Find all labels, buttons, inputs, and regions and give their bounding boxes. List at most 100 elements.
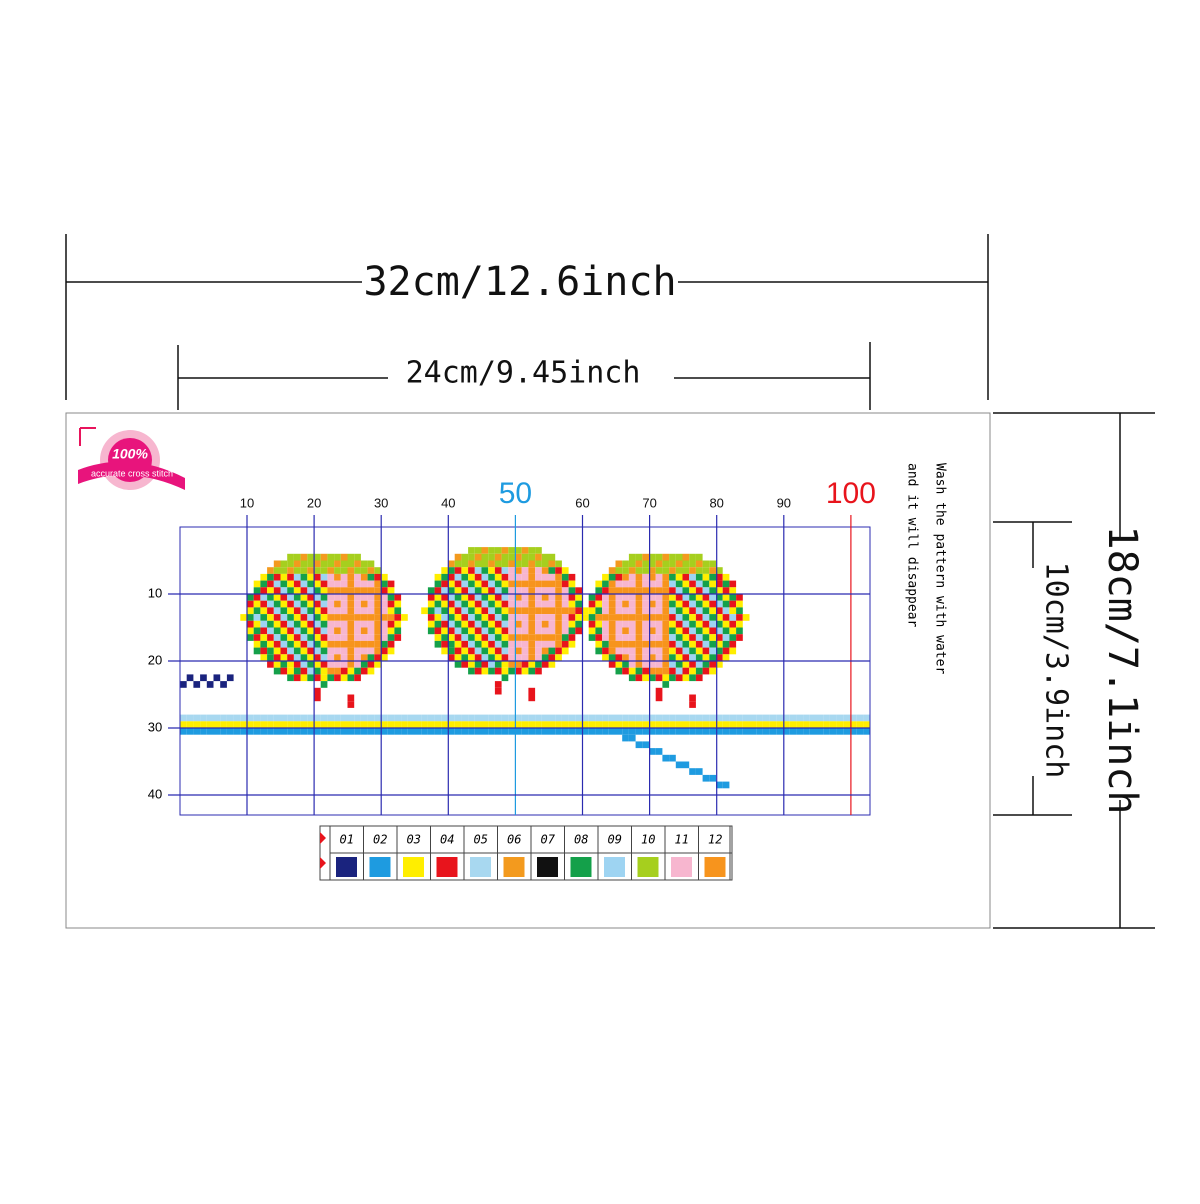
stitch xyxy=(494,560,502,568)
stitch xyxy=(722,580,730,588)
stitch xyxy=(695,587,703,594)
stitch xyxy=(548,573,556,581)
stitch xyxy=(682,661,690,668)
stitch xyxy=(488,620,495,628)
stitch xyxy=(441,573,448,581)
stitch xyxy=(340,560,348,568)
legend-swatch xyxy=(637,857,659,877)
stitch xyxy=(454,647,462,655)
stitch xyxy=(494,553,502,561)
stitch xyxy=(434,580,442,588)
stitch xyxy=(287,627,294,635)
stitch xyxy=(354,594,361,601)
stitch xyxy=(521,627,529,635)
stitch xyxy=(240,721,247,728)
stitch xyxy=(481,547,489,554)
stitch xyxy=(561,567,569,574)
stitch xyxy=(595,614,603,621)
stitch xyxy=(803,714,810,722)
stitch xyxy=(575,714,582,722)
stitch xyxy=(702,580,710,588)
stitch xyxy=(695,728,703,735)
stitch xyxy=(307,674,314,682)
stitch xyxy=(521,567,529,574)
stitch xyxy=(622,728,629,735)
stitch xyxy=(649,600,656,608)
stitch xyxy=(508,627,515,635)
stitch xyxy=(374,587,381,594)
stitch xyxy=(528,587,536,594)
grid-y-label: 10 xyxy=(148,585,162,600)
stitch xyxy=(461,600,469,608)
stitch xyxy=(521,661,529,668)
stitch xyxy=(642,721,649,728)
stitch xyxy=(494,728,502,735)
stitch xyxy=(642,654,649,661)
stitch xyxy=(454,620,462,628)
stitch xyxy=(649,580,656,588)
grid-x-label: 30 xyxy=(374,495,388,510)
stitch xyxy=(709,614,716,621)
stitch xyxy=(608,580,616,588)
stitch xyxy=(334,607,341,615)
stitch xyxy=(508,647,515,655)
stitch xyxy=(655,721,663,728)
stitch xyxy=(709,567,716,574)
stitch xyxy=(655,714,663,722)
stitch xyxy=(347,567,355,574)
stitch xyxy=(521,560,529,568)
stitch xyxy=(709,774,716,782)
stitch xyxy=(809,728,817,735)
stitch xyxy=(555,587,562,594)
stitch xyxy=(307,614,314,621)
stitch xyxy=(716,627,723,635)
stitch xyxy=(334,614,341,621)
stitch xyxy=(541,553,549,561)
stitch xyxy=(347,701,355,708)
stitch xyxy=(736,627,743,635)
stitch xyxy=(669,714,676,722)
stitch xyxy=(367,600,375,608)
stitch xyxy=(494,567,502,574)
stitch xyxy=(669,674,676,682)
stitch xyxy=(448,560,455,568)
stitch xyxy=(675,620,683,628)
stitch xyxy=(327,634,335,641)
stitch xyxy=(615,620,623,628)
stitch xyxy=(273,594,281,601)
stitch xyxy=(508,714,515,722)
stitch xyxy=(468,620,475,628)
stitch xyxy=(206,721,214,728)
stitch xyxy=(186,714,194,722)
stitch xyxy=(628,661,636,668)
stitch xyxy=(742,714,750,722)
stitch xyxy=(628,667,636,675)
stitch xyxy=(736,594,743,601)
stitch xyxy=(675,721,683,728)
stitch xyxy=(481,721,489,728)
stitch xyxy=(803,728,810,735)
stitch xyxy=(474,600,482,608)
stitch xyxy=(675,640,683,648)
stitch xyxy=(307,728,314,735)
stitch xyxy=(695,768,703,775)
stitch xyxy=(421,721,428,728)
stitch xyxy=(689,594,696,601)
stitch xyxy=(468,567,475,574)
stitch xyxy=(461,640,469,648)
stitch xyxy=(729,587,737,594)
stitch xyxy=(649,640,656,648)
stitch xyxy=(635,728,643,735)
stitch xyxy=(494,573,502,581)
stitch xyxy=(474,721,482,728)
stitch xyxy=(555,567,562,574)
stitch xyxy=(628,614,636,621)
stitch xyxy=(200,674,207,682)
stitch xyxy=(280,634,288,641)
stitch xyxy=(461,728,469,735)
stitch xyxy=(535,654,542,661)
stitch xyxy=(448,634,455,641)
stitch xyxy=(555,580,562,588)
stitch xyxy=(347,661,355,668)
stitch xyxy=(260,580,268,588)
